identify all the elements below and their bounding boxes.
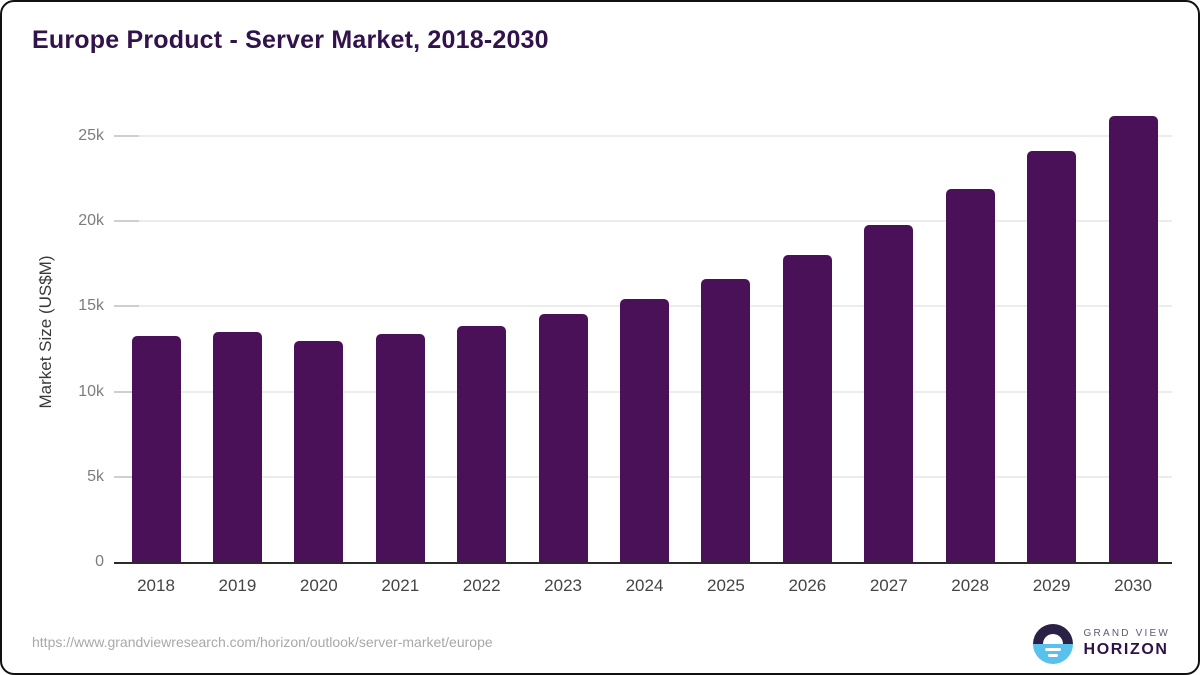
- chart-title: Europe Product - Server Market, 2018-203…: [32, 26, 549, 54]
- logo-sun-dome: [1042, 634, 1063, 644]
- logo-ripple: [1047, 654, 1058, 657]
- bar-2022: [457, 326, 507, 562]
- x-tick-label: 2027: [869, 576, 908, 595]
- x-tick-label: 2021: [381, 576, 420, 595]
- y-tick-label: 10k: [78, 382, 104, 400]
- y-tick-label: 0: [95, 553, 104, 570]
- y-tick-mark: [114, 135, 139, 138]
- y-tick-mark: [114, 305, 139, 308]
- brand-name-bottom: HORIZON: [1083, 641, 1169, 659]
- source-url: https://www.grandviewresearch.com/horizo…: [32, 634, 493, 650]
- x-tick-label: 2030: [1114, 576, 1152, 595]
- plot-area: 0 5k 10k 15k 20k 25k 2018 2019 2020 2021 2022 2023 2…: [78, 102, 1172, 595]
- gridline: [114, 220, 1172, 223]
- y-axis-title: Market Size (US$M): [36, 255, 55, 409]
- bar-2030: [1108, 116, 1158, 562]
- y-tick-mark: [114, 390, 139, 393]
- bar-2021: [375, 334, 425, 562]
- bar-2019: [212, 332, 262, 562]
- y-tick-label: 25k: [78, 127, 104, 145]
- bar-2027: [864, 224, 914, 562]
- x-tick-label: 2025: [707, 576, 745, 595]
- bar-2028: [945, 188, 995, 562]
- y-tick-label: 15k: [78, 297, 104, 315]
- logo-ripple: [1044, 648, 1061, 651]
- x-tick-label: 2019: [218, 576, 257, 595]
- horizon-sun-icon: [1032, 624, 1073, 664]
- x-tick-label: 2020: [299, 576, 338, 595]
- brand-wordmark: GRAND VIEW HORIZON: [1084, 628, 1170, 661]
- bar-2023: [538, 314, 588, 562]
- x-tick-label: 2023: [544, 576, 582, 595]
- brand-logo: GRAND VIEW HORIZON: [1032, 624, 1170, 664]
- bar-2024: [620, 299, 670, 562]
- y-tick-label: 5k: [87, 467, 104, 485]
- x-tick-label: 2028: [951, 576, 990, 595]
- x-tick-label: 2022: [462, 576, 501, 595]
- y-tick-mark: [114, 220, 139, 223]
- gridline: [114, 135, 1172, 138]
- x-tick-label: 2026: [788, 576, 827, 595]
- y-tick-label: 20k: [78, 212, 104, 230]
- x-tick-label: 2029: [1032, 576, 1071, 595]
- x-tick-label: 2018: [137, 576, 175, 595]
- y-tick-mark: [114, 475, 139, 478]
- x-tick-label: 2024: [625, 576, 664, 595]
- brand-name-top: GRAND VIEW: [1083, 627, 1170, 639]
- bar-2025: [701, 279, 751, 562]
- bar-2020: [294, 340, 344, 562]
- bar-2026: [782, 255, 832, 562]
- bar-2018: [131, 336, 181, 562]
- bar-2029: [1027, 151, 1077, 562]
